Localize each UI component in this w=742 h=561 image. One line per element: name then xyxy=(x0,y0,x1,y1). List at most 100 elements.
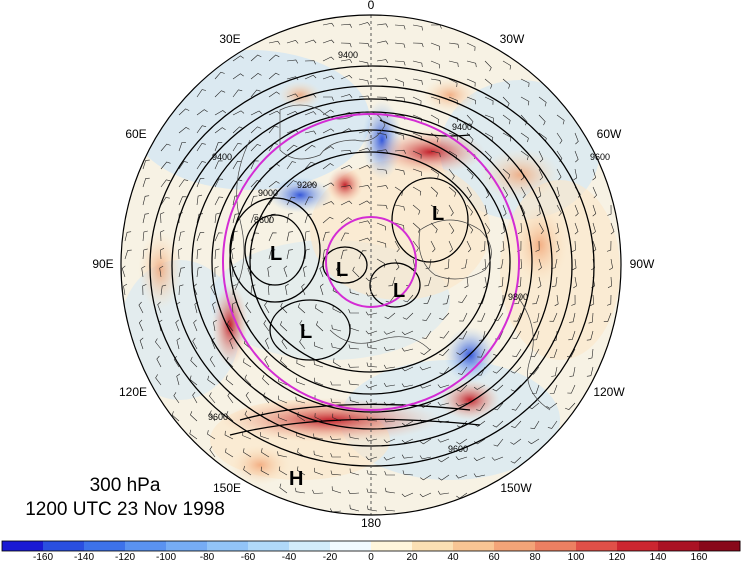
wind-barb xyxy=(550,348,558,358)
colorbar-swatch xyxy=(248,541,290,551)
wind-barb xyxy=(520,150,529,161)
wind-barb xyxy=(243,358,252,368)
wind-barb xyxy=(142,248,148,260)
wind-barb xyxy=(394,24,406,30)
contour-label: 8600 xyxy=(254,215,274,225)
wind-barb xyxy=(142,159,150,170)
wind-barb xyxy=(556,114,565,125)
wind-barb xyxy=(603,312,612,322)
lon-label-180: 180 xyxy=(361,516,381,530)
wind-barb xyxy=(537,276,542,289)
wind-barb xyxy=(574,222,579,235)
wind-barb xyxy=(466,222,474,234)
wind-barb xyxy=(448,186,457,197)
colorbar-swatch xyxy=(576,541,618,551)
wind-barb xyxy=(383,382,396,387)
wind-barb xyxy=(569,366,576,377)
wind-barb xyxy=(268,232,277,242)
wind-barb xyxy=(214,110,227,116)
wind-barb xyxy=(502,204,507,217)
wind-barb xyxy=(268,40,281,45)
wind-barb xyxy=(348,308,360,314)
wind-barb xyxy=(304,111,317,116)
wind-barb xyxy=(366,362,378,368)
wind-barb xyxy=(358,237,371,242)
wind-barb xyxy=(510,384,522,392)
wind-barb xyxy=(189,375,198,386)
wind-barb xyxy=(232,143,242,152)
wind-barb xyxy=(412,42,424,48)
wind-barb xyxy=(457,366,468,375)
wind-barb xyxy=(286,249,293,260)
wind-barb xyxy=(376,168,388,175)
wind-barb xyxy=(322,163,334,170)
colorbar-tick-label: -80 xyxy=(200,552,215,561)
wind-barb xyxy=(394,258,400,271)
wind-barb xyxy=(384,471,396,476)
wind-barb xyxy=(294,487,306,494)
wind-barb xyxy=(556,132,563,144)
wind-barb xyxy=(214,178,224,188)
wind-barb xyxy=(530,348,540,358)
wind-barb xyxy=(332,305,342,314)
wind-barb xyxy=(349,504,360,512)
colorbar-tick-label: 20 xyxy=(406,552,418,561)
wind-barb xyxy=(313,433,324,440)
colorbar-tick-labels: -160 -140 -120 -100 -80 -60 -40 -20 0 20 40 60 80 100… xyxy=(33,552,708,561)
colorbar-tick-label: -140 xyxy=(74,552,94,561)
wind-barb xyxy=(588,348,594,360)
wind-barb xyxy=(244,410,252,422)
wind-barb xyxy=(437,384,450,389)
wind-barb xyxy=(365,456,378,460)
wind-barb xyxy=(286,180,298,188)
wind-barb xyxy=(549,384,558,394)
wind-barb xyxy=(520,78,530,88)
wind-barb xyxy=(401,454,414,459)
wind-barb xyxy=(458,294,468,303)
wind-barb xyxy=(502,96,510,108)
low-pressure-marker: L xyxy=(432,203,444,225)
wind-barb xyxy=(348,380,360,386)
wind-barb xyxy=(196,109,208,116)
wind-barb xyxy=(528,438,540,445)
wind-barb xyxy=(322,182,335,188)
wind-barb xyxy=(159,265,164,278)
wind-barb xyxy=(340,128,353,134)
wind-barb xyxy=(214,71,225,80)
wind-barb xyxy=(394,132,405,140)
lon-label-150w: 150W xyxy=(500,481,532,495)
wind-barb xyxy=(175,319,180,332)
wind-barb xyxy=(473,473,486,478)
wind-barb xyxy=(466,186,472,199)
colorbar-swatch xyxy=(658,541,700,551)
wind-barb xyxy=(455,474,468,479)
wind-barb xyxy=(461,258,468,269)
wind-barb xyxy=(232,160,242,170)
wind-barb xyxy=(173,356,180,368)
wind-barb xyxy=(554,294,559,307)
wind-barb xyxy=(178,161,188,170)
wind-barb xyxy=(609,258,613,271)
wind-barb xyxy=(314,467,324,476)
wind-barb xyxy=(226,410,234,422)
wind-barb xyxy=(280,321,288,332)
wind-barb xyxy=(466,114,474,126)
wind-barb xyxy=(250,126,262,134)
wind-barb xyxy=(383,456,396,461)
wind-barb xyxy=(268,181,280,188)
wind-barb xyxy=(340,164,353,170)
wind-barb xyxy=(243,465,252,476)
wind-barb xyxy=(430,168,439,178)
wind-barb xyxy=(331,324,342,332)
wind-barb xyxy=(564,402,576,410)
wind-barb xyxy=(547,420,558,429)
shaded-field xyxy=(121,15,621,515)
colorbar-swatch xyxy=(289,541,331,551)
wind-barb xyxy=(535,240,540,252)
wind-barb xyxy=(502,186,508,199)
colorbar-frame xyxy=(1,540,741,552)
wind-barb xyxy=(312,489,324,494)
wind-barb xyxy=(358,200,371,206)
wind-barb xyxy=(510,366,522,374)
low-pressure-marker: L xyxy=(270,243,282,265)
